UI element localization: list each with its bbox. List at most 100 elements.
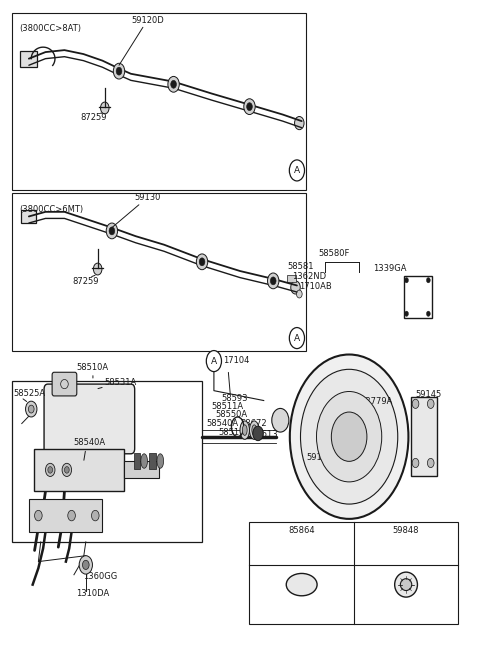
Circle shape — [427, 399, 434, 408]
Text: A: A — [211, 357, 217, 365]
Circle shape — [64, 467, 69, 473]
Bar — [34, 449, 124, 491]
Circle shape — [412, 399, 419, 408]
Text: 58550A: 58550A — [216, 410, 248, 419]
Text: 85864: 85864 — [288, 526, 315, 534]
Ellipse shape — [252, 425, 257, 436]
Bar — [411, 397, 437, 476]
Text: 17104: 17104 — [223, 356, 250, 365]
Circle shape — [83, 560, 89, 570]
Text: 58513B: 58513B — [219, 428, 251, 438]
Text: 59145: 59145 — [416, 391, 442, 399]
Circle shape — [253, 426, 263, 441]
Text: 58510A: 58510A — [77, 363, 109, 372]
Text: 1360GG: 1360GG — [84, 572, 118, 581]
Bar — [250, 522, 458, 624]
Text: 58593: 58593 — [221, 394, 248, 402]
Circle shape — [270, 277, 276, 285]
Circle shape — [297, 290, 302, 298]
Text: 1339GA: 1339GA — [373, 264, 407, 273]
Bar — [12, 194, 306, 351]
Circle shape — [316, 391, 382, 482]
Circle shape — [199, 258, 205, 266]
Circle shape — [295, 117, 304, 130]
Circle shape — [267, 273, 279, 289]
Ellipse shape — [395, 572, 418, 597]
Text: 1710AB: 1710AB — [300, 282, 332, 291]
Text: 1310DA: 1310DA — [76, 589, 109, 598]
Circle shape — [291, 281, 300, 294]
Circle shape — [94, 263, 102, 275]
Text: A: A — [294, 166, 300, 175]
Text: 58540A: 58540A — [73, 438, 105, 447]
Circle shape — [426, 278, 430, 283]
Circle shape — [25, 401, 37, 417]
Text: A: A — [294, 333, 300, 343]
Ellipse shape — [240, 421, 250, 440]
Text: 58531A: 58531A — [105, 379, 137, 387]
Text: (3800CC>6MT): (3800CC>6MT) — [19, 206, 84, 214]
Circle shape — [206, 351, 221, 371]
Text: 58580F: 58580F — [318, 249, 349, 258]
Circle shape — [48, 467, 53, 473]
Text: 58525A: 58525A — [13, 389, 45, 398]
Text: 43779A: 43779A — [361, 397, 393, 406]
Text: 87259: 87259 — [72, 277, 99, 286]
FancyBboxPatch shape — [44, 384, 135, 453]
Circle shape — [247, 103, 252, 111]
Text: 58672: 58672 — [240, 418, 266, 428]
Circle shape — [272, 408, 289, 432]
Circle shape — [405, 278, 408, 283]
Ellipse shape — [157, 453, 164, 468]
Circle shape — [168, 76, 179, 92]
Bar — [134, 453, 140, 469]
Bar — [124, 461, 159, 479]
Circle shape — [35, 511, 42, 521]
Circle shape — [289, 160, 304, 181]
Text: 59130: 59130 — [112, 193, 161, 227]
Circle shape — [113, 63, 125, 79]
Bar — [404, 276, 432, 318]
Text: (3800CC>8AT): (3800CC>8AT) — [19, 25, 82, 33]
Circle shape — [427, 458, 434, 467]
Circle shape — [106, 223, 118, 239]
Text: 58540A: 58540A — [207, 418, 239, 428]
Circle shape — [290, 355, 408, 519]
Circle shape — [405, 311, 408, 316]
Circle shape — [300, 369, 398, 504]
Text: 59120D: 59120D — [119, 15, 164, 65]
Circle shape — [196, 254, 208, 270]
Circle shape — [46, 463, 55, 477]
Ellipse shape — [286, 573, 317, 596]
Bar — [288, 275, 296, 282]
Text: 59110A: 59110A — [306, 453, 338, 461]
Circle shape — [244, 99, 255, 115]
Circle shape — [28, 405, 34, 413]
Circle shape — [116, 67, 122, 75]
Text: 58613: 58613 — [252, 430, 278, 439]
Bar — [149, 453, 156, 469]
Text: 87259: 87259 — [81, 113, 107, 122]
Ellipse shape — [400, 579, 412, 591]
Text: 58511A: 58511A — [212, 402, 244, 411]
Circle shape — [100, 102, 109, 114]
Text: 1362ND: 1362ND — [292, 272, 326, 281]
Text: 59848: 59848 — [393, 526, 420, 534]
Bar — [12, 381, 202, 542]
Circle shape — [412, 458, 419, 467]
Circle shape — [331, 412, 367, 461]
Text: 58581: 58581 — [288, 262, 314, 271]
Bar — [12, 13, 306, 190]
Ellipse shape — [242, 425, 247, 436]
Circle shape — [426, 311, 430, 316]
Circle shape — [92, 511, 99, 521]
Circle shape — [62, 463, 72, 477]
Circle shape — [171, 80, 177, 88]
Bar — [29, 499, 102, 532]
Ellipse shape — [141, 453, 147, 468]
Circle shape — [79, 556, 93, 574]
FancyBboxPatch shape — [52, 372, 77, 396]
Bar — [20, 51, 37, 66]
Circle shape — [289, 328, 304, 349]
Ellipse shape — [250, 421, 259, 440]
